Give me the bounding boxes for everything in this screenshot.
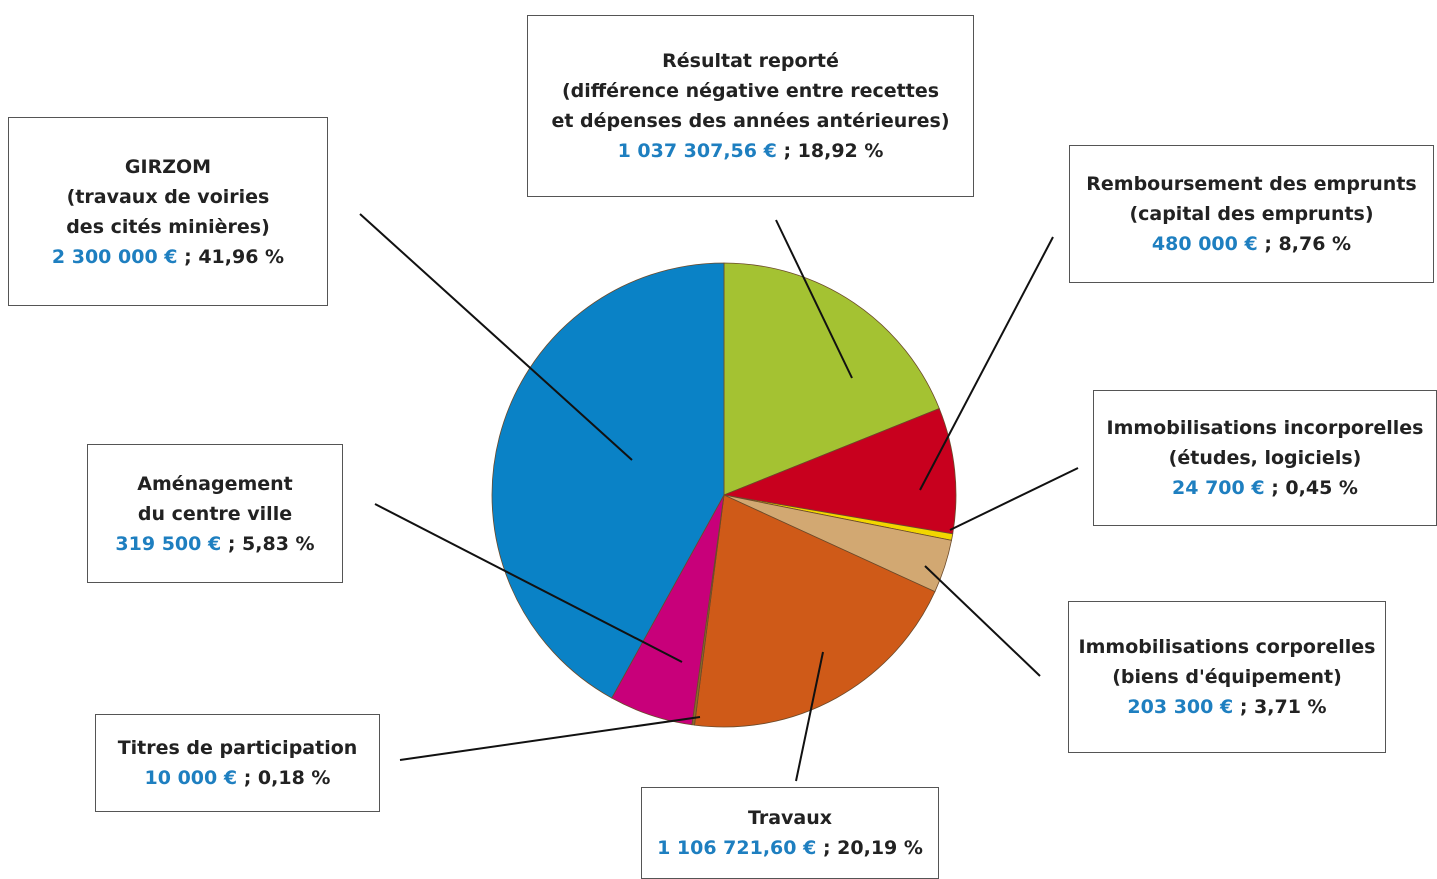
label-line: Titres de participation <box>117 737 358 759</box>
amount-label: 2 300 000 € <box>51 245 178 268</box>
amount-label: 1 037 307,56 € <box>617 140 777 162</box>
leader-line-travaux <box>795 651 824 782</box>
leader-line-resultat <box>775 219 853 379</box>
leader-line-corporelles <box>924 565 1041 677</box>
label-amenagement-centre-ville: Aménagement du centre ville 319 500 € ; … <box>87 444 343 583</box>
leader-line-titres <box>399 716 701 761</box>
leader-line-girzom <box>359 213 633 461</box>
label-line: (études, logiciels) <box>1168 447 1362 469</box>
label-immobilisations-corporelles: Immobilisations corporelles (biens d'équ… <box>1068 601 1386 753</box>
amount-label: 203 300 € <box>1127 696 1234 718</box>
leader-line-incorporelles <box>949 467 1079 531</box>
pie-slice-girzom <box>491 262 725 699</box>
amount-label: 24 700 € <box>1172 477 1265 499</box>
percent-label: ; 0,45 % <box>1271 477 1358 499</box>
label-line: Travaux <box>747 807 833 829</box>
label-line: (différence négative entre recettes <box>561 80 940 102</box>
leader-line-amenagement <box>374 503 683 663</box>
label-line: GIRZOM <box>124 155 212 178</box>
label-line: Résultat reporté <box>662 50 839 72</box>
percent-label: ; 3,71 % <box>1239 696 1327 718</box>
label-resultat-reporte: Résultat reporté (différence négative en… <box>527 15 974 197</box>
percent-label: ; 18,92 % <box>783 140 884 162</box>
label-titres-participation: Titres de participation 10 000 € ; 0,18 … <box>95 714 380 812</box>
amount-label: 10 000 € <box>144 767 238 789</box>
label-line: Aménagement <box>137 472 293 495</box>
label-remboursement-emprunts: Remboursement des emprunts (capital des … <box>1069 145 1434 283</box>
amount-label: 319 500 € <box>115 532 222 555</box>
leader-line-remboursement <box>919 236 1054 491</box>
label-girzom: GIRZOM (travaux de voiries des cités min… <box>8 117 328 306</box>
label-line: des cités minières) <box>66 215 270 238</box>
amount-label: 1 106 721,60 € <box>657 837 817 859</box>
amount-label: 480 000 € <box>1151 233 1258 255</box>
percent-label: ; 0,18 % <box>243 767 331 789</box>
label-line: du centre ville <box>137 502 293 525</box>
label-line: et dépenses des années antérieures) <box>551 110 950 132</box>
percent-label: ; 8,76 % <box>1264 233 1352 255</box>
label-line: (capital des emprunts) <box>1129 203 1374 225</box>
percent-label: ; 5,83 % <box>227 532 315 555</box>
percent-label: ; 41,96 % <box>184 245 285 268</box>
pie-slice-travaux <box>694 494 936 728</box>
label-line: (travaux de voiries <box>66 185 270 208</box>
percent-label: ; 20,19 % <box>822 837 923 859</box>
label-immobilisations-incorporelles: Immobilisations incorporelles (études, l… <box>1093 390 1437 526</box>
label-line: Immobilisations incorporelles <box>1106 417 1424 439</box>
label-line: (biens d'équipement) <box>1112 666 1342 688</box>
label-travaux: Travaux 1 106 721,60 € ; 20,19 % <box>641 787 939 879</box>
label-line: Immobilisations corporelles <box>1078 636 1376 658</box>
pie-slice-resultat <box>723 262 940 496</box>
label-line: Remboursement des emprunts <box>1086 173 1417 195</box>
